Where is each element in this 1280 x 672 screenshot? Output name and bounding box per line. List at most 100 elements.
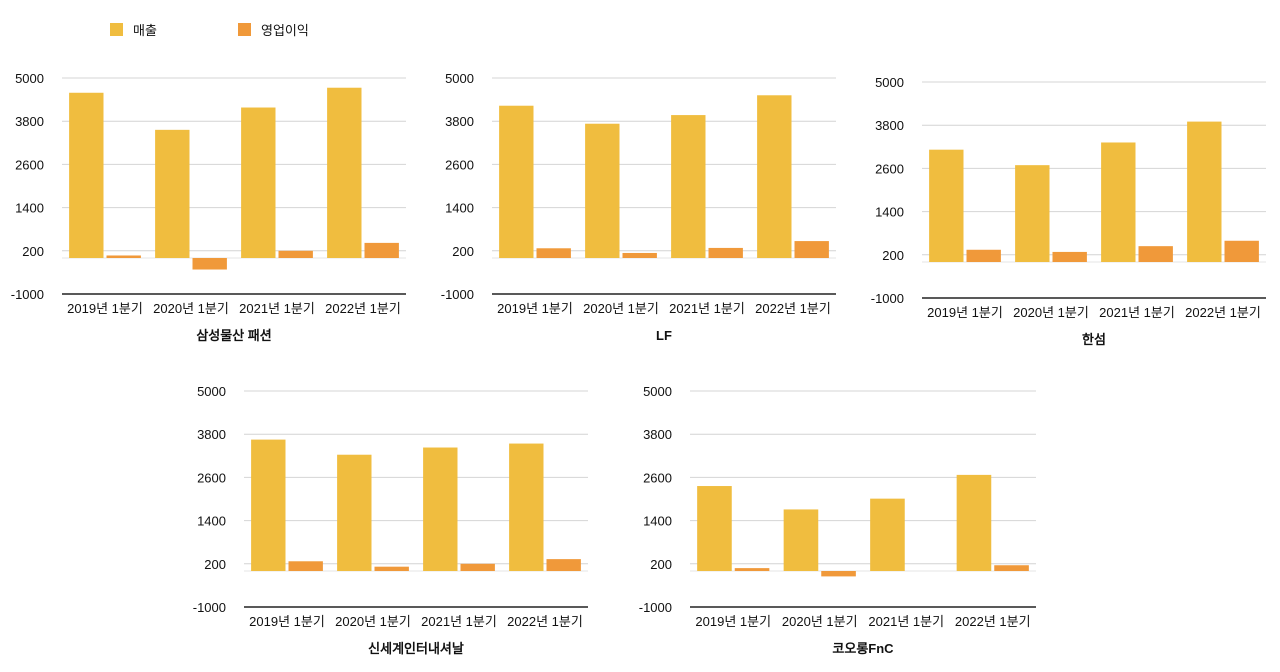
y-tick-label: -1000 bbox=[11, 287, 44, 302]
bar-operating-profit bbox=[821, 571, 856, 577]
bar-operating-profit bbox=[1052, 251, 1087, 262]
bar-operating-profit bbox=[374, 566, 409, 571]
bar-revenue bbox=[929, 149, 964, 262]
x-tick-label: 2019년 1분기 bbox=[695, 614, 771, 629]
bar-revenue bbox=[499, 105, 534, 258]
y-tick-label: 200 bbox=[882, 248, 904, 263]
y-tick-label: 1400 bbox=[197, 514, 226, 529]
chart-title: 삼성물산 패션 bbox=[196, 328, 271, 343]
chart-panel: 5000 3800 2600 1400 200 -1000 2019년 1분기 2020년 1… bbox=[639, 384, 1036, 656]
x-tick-label: 2021년 1분기 bbox=[669, 301, 745, 316]
y-tick-label: 200 bbox=[204, 557, 226, 572]
bar-revenue bbox=[671, 115, 706, 258]
chart-panel: 5000 3800 2600 1400 200 -1000 2019년 1분기 2020년 1… bbox=[871, 75, 1266, 347]
bar-revenue bbox=[241, 107, 276, 259]
y-tick-label: 3800 bbox=[15, 114, 44, 129]
y-tick-label: 5000 bbox=[445, 71, 474, 86]
x-tick-label: 2019년 1분기 bbox=[67, 301, 143, 316]
x-tick-label: 2021년 1분기 bbox=[868, 614, 944, 629]
bar-revenue bbox=[69, 92, 104, 258]
bar-revenue bbox=[870, 498, 905, 571]
bar-operating-profit bbox=[1138, 246, 1173, 262]
legend-label-operating-profit: 영업이익 bbox=[261, 24, 309, 39]
x-tick-label: 2020년 1분기 bbox=[782, 614, 858, 629]
legend-item-operating-profit[interactable]: 영업이익 bbox=[238, 20, 366, 39]
x-tick-label: 2020년 1분기 bbox=[583, 301, 659, 316]
bar-operating-profit bbox=[734, 568, 770, 571]
x-tick-label: 2021년 1분기 bbox=[1099, 305, 1175, 320]
y-tick-label: 2600 bbox=[15, 157, 44, 172]
x-tick-label: 2019년 1분기 bbox=[927, 305, 1003, 320]
bar-operating-profit bbox=[1224, 240, 1259, 262]
bar-operating-profit bbox=[536, 248, 571, 258]
bar-operating-profit bbox=[546, 559, 581, 571]
y-tick-label: 2600 bbox=[197, 470, 226, 485]
y-tick-label: -1000 bbox=[441, 287, 474, 302]
bar-operating-profit bbox=[622, 252, 657, 258]
y-tick-label: -1000 bbox=[193, 600, 226, 615]
chart-panel: 5000 3800 2600 1400 200 -1000 2019년 1분기 2020년 1… bbox=[441, 71, 836, 343]
bar-revenue bbox=[337, 454, 372, 571]
x-tick-label: 2020년 1분기 bbox=[1013, 305, 1089, 320]
bar-operating-profit bbox=[994, 565, 1029, 571]
bar-revenue bbox=[509, 443, 544, 571]
bar-operating-profit bbox=[708, 247, 743, 258]
x-tick-label: 2020년 1분기 bbox=[335, 614, 411, 629]
y-tick-label: 200 bbox=[452, 244, 474, 259]
x-tick-label: 2019년 1분기 bbox=[497, 301, 573, 316]
bar-revenue bbox=[1187, 121, 1222, 262]
bar-revenue bbox=[1101, 142, 1136, 262]
bar-revenue bbox=[783, 509, 819, 571]
bar-operating-profit bbox=[288, 561, 323, 571]
bar-revenue bbox=[155, 129, 190, 258]
chart-title: LF bbox=[656, 328, 672, 343]
chart-title: 코오롱FnC bbox=[832, 641, 894, 656]
y-tick-label: 1400 bbox=[445, 201, 474, 216]
x-tick-label: 2022년 1분기 bbox=[1185, 305, 1261, 320]
bar-revenue bbox=[423, 447, 458, 571]
bar-operating-profit bbox=[966, 249, 1001, 262]
bar-operating-profit bbox=[192, 258, 227, 270]
chart-panel: 5000 3800 2600 1400 200 -1000 2019년 1분기 2020년 1… bbox=[193, 384, 588, 656]
bar-revenue bbox=[251, 439, 286, 571]
x-tick-label: 2022년 1분기 bbox=[955, 614, 1031, 629]
x-tick-label: 2019년 1분기 bbox=[249, 614, 325, 629]
y-tick-label: 1400 bbox=[643, 514, 672, 529]
legend-swatch-operating-profit bbox=[238, 23, 251, 36]
x-tick-label: 2021년 1분기 bbox=[239, 301, 315, 316]
legend-swatch-revenue bbox=[110, 23, 123, 36]
y-tick-label: 5000 bbox=[643, 384, 672, 399]
bar-revenue bbox=[585, 123, 620, 258]
legend-item-revenue[interactable]: 매출 bbox=[110, 20, 238, 39]
y-tick-label: 200 bbox=[22, 244, 44, 259]
x-tick-label: 2021년 1분기 bbox=[421, 614, 497, 629]
bar-revenue bbox=[757, 95, 792, 258]
y-tick-label: -1000 bbox=[871, 291, 904, 306]
y-tick-label: 3800 bbox=[197, 427, 226, 442]
chart-title: 한섬 bbox=[1082, 332, 1106, 347]
x-tick-label: 2022년 1분기 bbox=[507, 614, 583, 629]
x-tick-label: 2022년 1분기 bbox=[325, 301, 401, 316]
y-tick-label: -1000 bbox=[639, 600, 672, 615]
bar-operating-profit bbox=[364, 242, 399, 258]
y-tick-label: 5000 bbox=[15, 71, 44, 86]
y-tick-label: 3800 bbox=[875, 118, 904, 133]
bar-operating-profit bbox=[794, 241, 829, 258]
y-tick-label: 2600 bbox=[875, 161, 904, 176]
chart-panel: 5000 3800 2600 1400 200 -1000 2019년 1분기 2020년 1… bbox=[11, 71, 406, 343]
chart-title: 신세계인터내셔날 bbox=[368, 641, 464, 656]
y-tick-label: 1400 bbox=[15, 201, 44, 216]
bar-operating-profit bbox=[278, 250, 313, 258]
y-tick-label: 200 bbox=[650, 557, 672, 572]
y-tick-label: 5000 bbox=[875, 75, 904, 90]
x-tick-label: 2022년 1분기 bbox=[755, 301, 831, 316]
legend: 매출 영업이익 bbox=[110, 20, 366, 39]
y-tick-label: 2600 bbox=[445, 157, 474, 172]
y-tick-label: 3800 bbox=[445, 114, 474, 129]
y-tick-label: 1400 bbox=[875, 205, 904, 220]
bar-operating-profit bbox=[106, 255, 141, 258]
bar-revenue bbox=[956, 474, 992, 571]
y-tick-label: 5000 bbox=[197, 384, 226, 399]
y-tick-label: 2600 bbox=[643, 470, 672, 485]
